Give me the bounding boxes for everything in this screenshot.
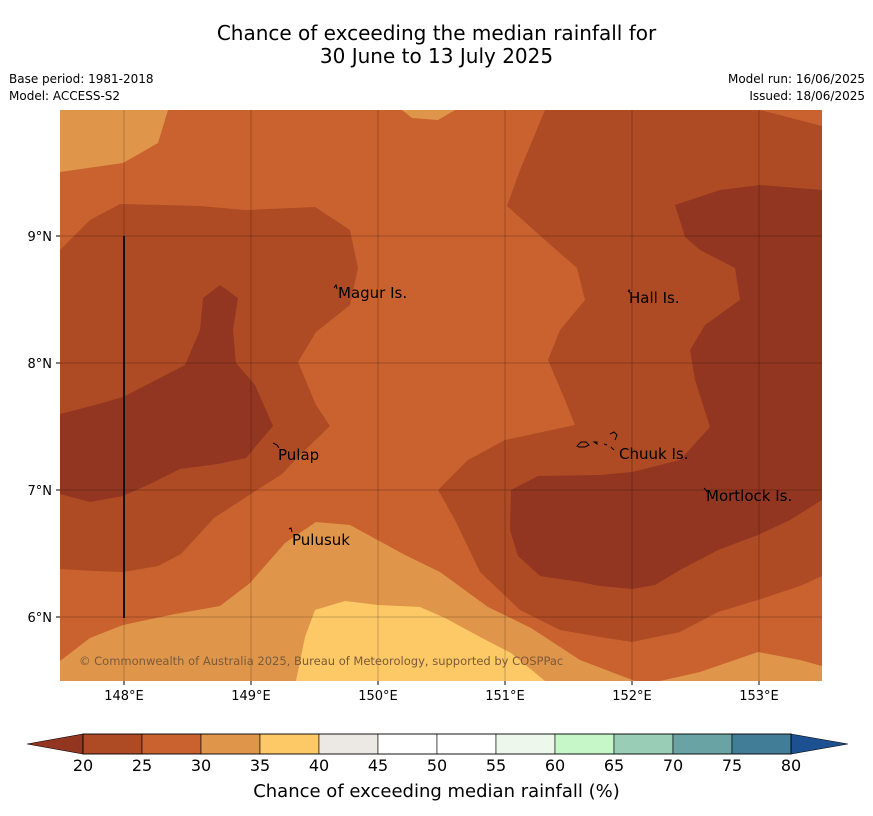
band-below-20-east [510,185,822,589]
issued-date: Issued: 18/06/2025 [749,89,865,103]
colorbar-segment [495,733,556,755]
title-line-1: Chance of exceeding the median rainfall … [216,21,657,45]
lat-tick-label: 9°N [28,230,53,245]
pulap-island-shape [272,442,280,449]
meta-left: Base period: 1981-2018 Model: ACCESS-S2 [9,71,154,105]
lon-tick-label: 150°E [358,689,398,704]
model-run: Model run: 16/06/2025 [727,72,865,86]
band-30-35-n [402,110,455,120]
colorbar [26,733,849,755]
chuuk-lagoon-shape [576,431,618,451]
colorbar-above-arrow [790,733,849,755]
title-line-2: 30 June to 13 July 2025 [319,44,554,68]
colorbar-tick-labels: 20 25 30 35 40 45 50 55 60 65 70 75 80 [0,756,873,776]
colorbar-segment [318,733,379,755]
lon-tick-label: 148°E [104,689,144,704]
map-title: Chance of exceeding the median rainfall … [0,22,873,68]
colorbar-tick-label: 40 [308,756,330,775]
colorbar-tick-label: 55 [485,756,507,775]
meta-right: Model run: 16/06/2025 Issued: 18/06/2025 [728,71,865,105]
label-hall: Hall Is. [629,289,680,307]
colorbar-segment [672,733,733,755]
band-30-35-se [660,652,822,681]
label-magur: Magur Is. [338,284,407,302]
colorbar-title: Chance of exceeding median rainfall (%) [253,781,620,802]
lon-tick-label: 153°E [739,689,779,704]
pulusuk-island-shape [288,527,293,533]
hall-island-shape [627,288,631,294]
colorbar-segment [377,733,438,755]
mortlock-island-shape [703,487,708,493]
label-chuuk: Chuuk Is. [619,445,688,463]
lon-tick-label: 149°E [231,689,271,704]
colorbar-tick-label: 25 [131,756,153,775]
colorbar-tick-label: 20 [72,756,94,775]
colorbar-tick-label: 45 [367,756,389,775]
colorbar-segment [82,733,143,755]
colorbar-segment [554,733,615,755]
colorbar-below-arrow [26,733,84,755]
colorbar-segment [436,733,497,755]
colorbar-segment [731,733,792,755]
band-35-40-south [296,601,545,681]
band-30-35-nw [60,110,168,172]
colorbar-tick-label: 65 [603,756,625,775]
map-gridlines [60,110,822,681]
map-axes: 148°E 149°E 150°E 151°E 152°E 153°E 9°N 8°N 7°N 6… [28,230,779,704]
colorbar-tick-label: 80 [780,756,802,775]
lat-tick-label: 8°N [28,357,53,372]
colorbar-segment [613,733,674,755]
copyright-note: © Commonwealth of Australia 2025, Bureau… [79,654,563,668]
island-outlines [272,283,708,533]
colorbar-tick-label: 70 [662,756,684,775]
map-contours: Magur Is. Hall Is. Pulap Chuuk Is. Mortl… [60,110,822,681]
colorbar-frame [82,733,792,755]
colorbar-tick-label: 50 [426,756,448,775]
lon-tick-label: 151°E [485,689,525,704]
colorbar-segment [200,733,261,755]
base-period: Base period: 1981-2018 [9,72,154,86]
lat-tick-label: 6°N [28,611,53,626]
magur-island-shape [333,283,338,290]
colorbar-segment [141,733,202,755]
model-name: Model: ACCESS-S2 [9,89,121,103]
label-mortlock: Mortlock Is. [706,487,792,505]
label-pulap: Pulap [278,446,319,464]
colorbar-tick-label: 75 [721,756,743,775]
colorbar-tick-label: 60 [544,756,566,775]
colorbar-tick-label: 30 [190,756,212,775]
lat-tick-label: 7°N [28,484,53,499]
band-below-20-west [60,285,273,502]
colorbar-segment [259,733,320,755]
colorbar-tick-label: 35 [249,756,271,775]
label-pulusuk: Pulusuk [292,531,350,549]
lon-tick-label: 152°E [612,689,652,704]
